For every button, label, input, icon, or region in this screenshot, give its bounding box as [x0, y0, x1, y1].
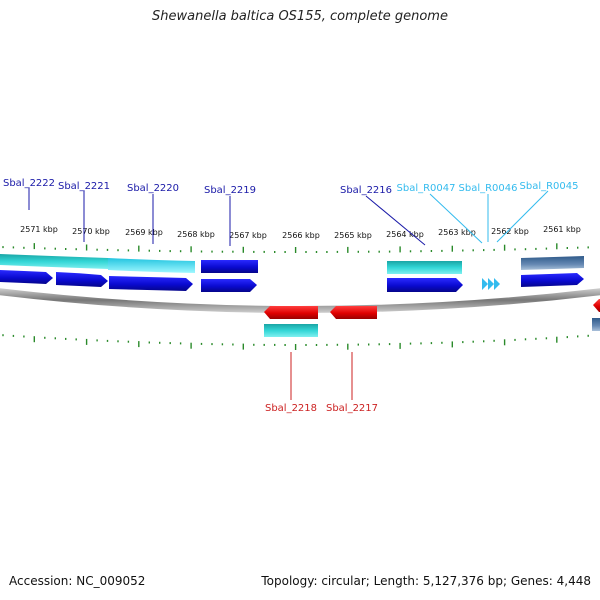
- gene-label-sbal-2217[interactable]: Sbal_2217: [326, 403, 378, 414]
- gene-sbal-2219-top[interactable]: [201, 260, 258, 273]
- feature-cyan-2216[interactable]: [387, 261, 462, 274]
- scale-label-2567: 2567 kbp: [229, 231, 267, 240]
- gene-label-sbal-2219[interactable]: Sbal_2219: [204, 185, 256, 196]
- scale-label-2565: 2565 kbp: [334, 231, 372, 240]
- gene-forward-right-arrow[interactable]: [521, 273, 584, 287]
- gene-label-sbal-r0046[interactable]: Sbal_R0046: [459, 183, 518, 194]
- length-label: Length: 5,127,376 bp: [373, 574, 503, 588]
- scale-label-2563: 2563 kbp: [438, 228, 476, 237]
- cds-track-reverse: [264, 299, 600, 337]
- genome-summary: Topology: circular; Length: 5,127,376 bp…: [261, 574, 591, 588]
- gene-sbal-2221-arrow[interactable]: [56, 272, 108, 287]
- feature-slate-reverse[interactable]: [592, 318, 600, 331]
- map-title: Shewanella baltica OS155, complete genom…: [152, 9, 448, 24]
- cds-track-forward: [0, 260, 584, 292]
- gene-sbal-r0045-arrow[interactable]: [494, 278, 500, 290]
- scale-label-2564: 2564 kbp: [386, 230, 424, 239]
- gene-label-sbal-2216[interactable]: Sbal_2216: [340, 185, 392, 196]
- scale-ticks-outer: [2, 243, 589, 253]
- gene-sbal-2217-arrow[interactable]: [330, 306, 377, 319]
- gene-sbal-2216-arrow[interactable]: [387, 278, 463, 292]
- gene-labels: Sbal_2222 Sbal_2221 Sbal_2220 Sbal_2219 …: [3, 178, 579, 414]
- scale-label-2566: 2566 kbp: [282, 231, 320, 240]
- topology-label: Topology: circular: [261, 574, 366, 588]
- summary-separator-1: ;: [365, 574, 374, 588]
- genome-backbone: [0, 288, 600, 313]
- scale-label-2570: 2570 kbp: [72, 227, 110, 236]
- gene-reverse-right-arrow[interactable]: [593, 299, 600, 312]
- feature-track-outer: [0, 254, 584, 274]
- gene-sbal-r0046-arrow[interactable]: [488, 278, 494, 290]
- leader-sbal-2216: [365, 195, 426, 246]
- scale-label-2571: 2571 kbp: [20, 225, 58, 234]
- gene-count-label: Genes: 4,448: [510, 574, 591, 588]
- scale-label-2562: 2562 kbp: [491, 227, 529, 236]
- gene-label-sbal-2222[interactable]: Sbal_2222: [3, 178, 55, 189]
- summary-separator-2: ;: [503, 574, 511, 588]
- feature-cyan-left[interactable]: [0, 254, 108, 269]
- feature-cyan-wide[interactable]: [108, 258, 195, 273]
- gene-label-sbal-r0045[interactable]: Sbal_R0045: [520, 181, 579, 192]
- gene-label-sbal-2220[interactable]: Sbal_2220: [127, 183, 179, 194]
- scale-label-2561: 2561 kbp: [543, 225, 581, 234]
- scale-ticks-inner: [2, 334, 589, 350]
- gene-sbal-r0047-arrow[interactable]: [482, 278, 488, 290]
- feature-slate-right[interactable]: [521, 256, 584, 270]
- gene-sbal-2219-arrow[interactable]: [201, 279, 257, 292]
- gene-label-sbal-r0047[interactable]: Sbal_R0047: [397, 183, 456, 194]
- gene-sbal-2222-arrow[interactable]: [0, 270, 53, 284]
- leader-sbal-r0047: [429, 193, 483, 244]
- scale-label-2569: 2569 kbp: [125, 228, 163, 237]
- feature-cyan-reverse[interactable]: [264, 324, 318, 337]
- gene-label-sbal-2218[interactable]: Sbal_2218: [265, 403, 317, 414]
- scale-labels: 2571 kbp 2570 kbp 2569 kbp 2568 kbp 2567…: [20, 225, 581, 240]
- gene-label-sbal-2221[interactable]: Sbal_2221: [58, 181, 110, 192]
- gene-sbal-2218-arrow[interactable]: [264, 306, 318, 319]
- scale-label-2568: 2568 kbp: [177, 230, 215, 239]
- leader-sbal-r0045: [496, 190, 549, 243]
- gene-sbal-2220-arrow[interactable]: [109, 276, 193, 291]
- accession-label: Accession: NC_009052: [9, 574, 146, 588]
- label-leaders: [28, 188, 549, 400]
